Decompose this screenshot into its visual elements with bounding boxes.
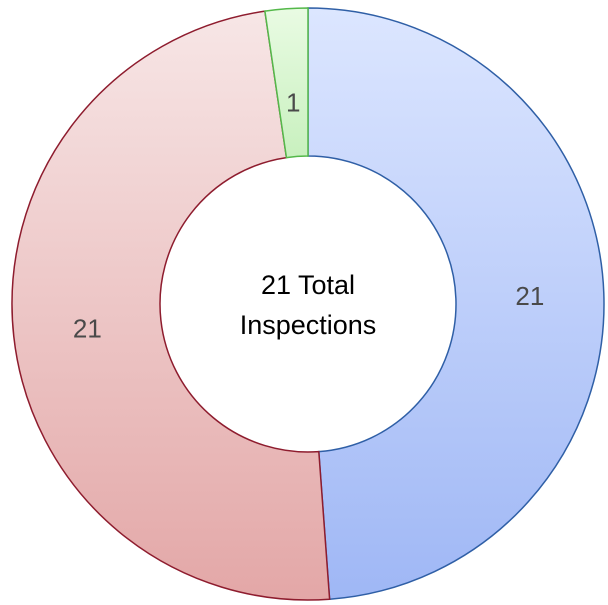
slice-value-label-1: 21 — [515, 281, 544, 311]
slice-value-label-3: 1 — [286, 88, 300, 118]
donut-slice-3 — [264, 7, 309, 159]
slice-labels-layer: 21 21 1 — [73, 88, 544, 344]
center-label-group: 21 Total Inspections — [240, 270, 377, 340]
donut-slice-2 — [11, 10, 331, 601]
donut-slice-1 — [307, 7, 605, 601]
slices-layer — [11, 7, 605, 601]
center-label-line-2: Inspections — [240, 310, 377, 340]
slice-value-label-2: 21 — [73, 313, 102, 343]
center-label-line-1: 21 Total — [261, 270, 355, 300]
